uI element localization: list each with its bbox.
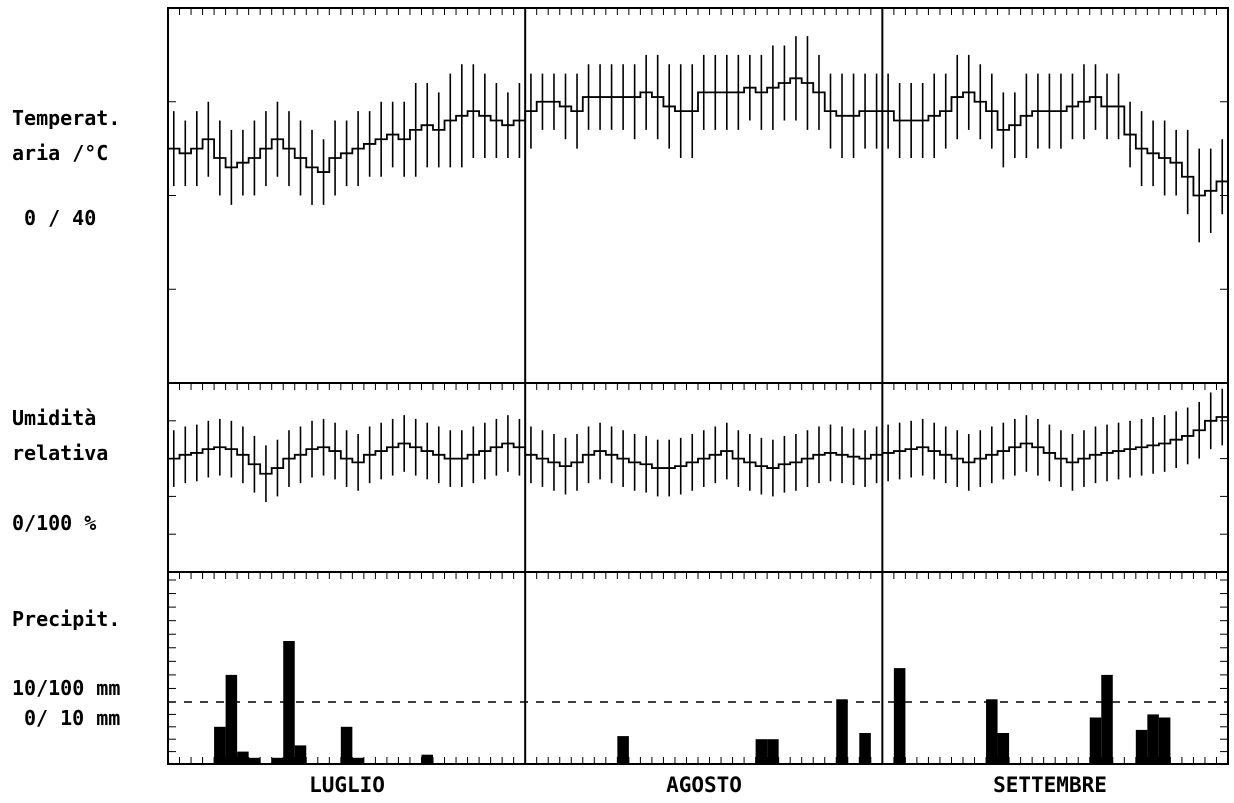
rain-bar — [214, 726, 226, 764]
rain-bar — [617, 736, 629, 764]
rain-bar — [352, 757, 364, 764]
month-label-luglio: LUGLIO — [309, 773, 385, 797]
rain-bar — [767, 739, 779, 764]
rain-bar — [225, 674, 238, 764]
temp-label-line1: Temperat. — [12, 106, 120, 130]
hum-mean-line — [168, 416, 1228, 475]
rain-bar — [1101, 674, 1113, 764]
rain-bar — [1158, 717, 1171, 764]
rain-label-line1: Precipit. — [12, 607, 120, 631]
rain-bar — [986, 699, 998, 764]
plot-area — [167, 7, 1229, 765]
hum-label-line2: relativa — [12, 441, 108, 465]
rain-scale-upper-label: 10/100 mm — [12, 676, 120, 700]
temp-mean-line — [168, 77, 1228, 197]
rain-bar — [893, 668, 906, 764]
temp-label-line2: aria /°C — [12, 141, 108, 165]
temp-range-label: 0 / 40 — [24, 206, 96, 230]
rain-bar — [1135, 729, 1148, 764]
month-label-settembre: SETTEMBRE — [993, 773, 1107, 797]
rain-bar — [836, 699, 848, 764]
rain-bar — [248, 757, 261, 764]
rain-bar — [237, 751, 249, 764]
rain-bar — [271, 757, 284, 764]
rain-bar — [1089, 717, 1102, 764]
rain-bar — [421, 754, 433, 764]
rain-scale-lower-label: 0/ 10 mm — [24, 706, 120, 730]
month-label-agosto: AGOSTO — [666, 773, 742, 797]
hum-label-line1: Umidità — [12, 406, 96, 430]
rain-bar — [1147, 714, 1159, 764]
rain-bar — [283, 641, 295, 764]
rain-bar — [997, 733, 1010, 764]
rain-bar — [340, 726, 353, 764]
rain-bar — [859, 733, 871, 764]
hum-range-label: 0/100 % — [12, 511, 96, 535]
rain-bar — [294, 745, 307, 764]
rain-bar — [755, 739, 768, 764]
